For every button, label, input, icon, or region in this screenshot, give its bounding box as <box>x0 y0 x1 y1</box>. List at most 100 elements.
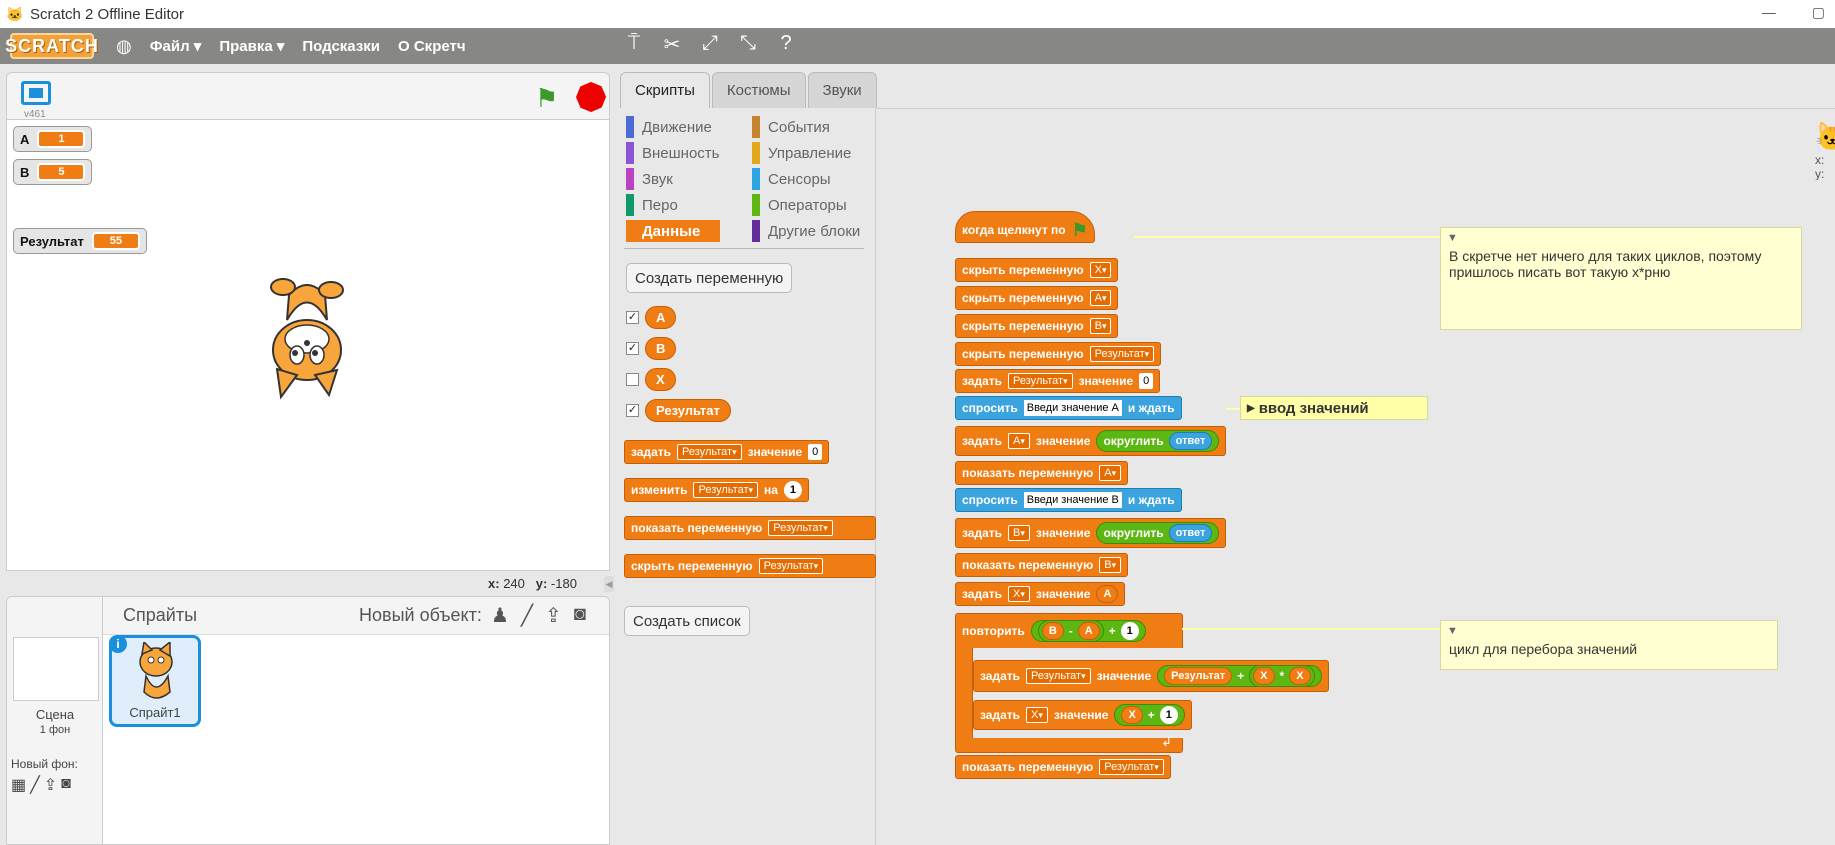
delete-scissors-icon[interactable]: ✂ <box>663 34 681 56</box>
variable-reporter[interactable]: X <box>1253 667 1275 685</box>
var-dropdown[interactable]: Результат <box>758 558 824 574</box>
palette-set-block[interactable]: задать Результат значение 0 <box>624 440 830 464</box>
grow-icon[interactable]: ⤢ <box>702 32 718 54</box>
var-dropdown[interactable]: Результат <box>1099 759 1164 775</box>
var-dropdown[interactable]: Результат <box>1026 668 1091 684</box>
round-operator[interactable]: округлить ответ <box>1096 430 1220 452</box>
when-flag-clicked-block[interactable]: когда щелкнут по ⚑ <box>955 211 1095 243</box>
value-input[interactable]: 1 <box>1120 622 1139 640</box>
paint-brush-icon[interactable]: ╱ <box>30 777 40 794</box>
variable-reporter[interactable]: Результат <box>1164 667 1233 685</box>
var-dropdown[interactable]: Результат <box>693 482 759 498</box>
question-input[interactable]: Введи значение A <box>1023 400 1122 416</box>
show-variable-block[interactable]: показать переменную A <box>955 461 1129 485</box>
var-reporter[interactable]: X <box>645 368 676 391</box>
category-control[interactable]: Управление <box>752 142 851 164</box>
green-flag-icon[interactable]: ⚑ <box>535 83 559 113</box>
value-input[interactable]: 1 <box>1159 706 1178 724</box>
value-input[interactable]: 1 <box>783 481 802 499</box>
var-dropdown[interactable]: X <box>1089 262 1112 278</box>
set-variable-block[interactable]: задать Результат значение Результат + X … <box>973 660 1329 692</box>
var-checkbox[interactable]: ✓ <box>626 342 639 355</box>
value-input[interactable]: 0 <box>1139 373 1154 389</box>
paint-brush-icon[interactable]: ╱ <box>520 605 533 627</box>
menu-edit[interactable]: Правка ▾ <box>219 38 285 55</box>
set-variable-block[interactable]: задать X значение A <box>955 582 1126 606</box>
category-events[interactable]: События <box>752 116 830 138</box>
monitor-b[interactable]: B 5 <box>13 159 93 185</box>
hide-variable-block[interactable]: скрыть переменную X <box>955 258 1119 282</box>
minimize-button[interactable]: — <box>1761 4 1776 20</box>
plus-operator[interactable]: X + 1 <box>1114 704 1185 726</box>
camera-icon[interactable]: ◙ <box>573 603 586 625</box>
hide-variable-block[interactable]: скрыть переменную Результат <box>955 342 1162 366</box>
var-dropdown[interactable]: A <box>1099 465 1122 481</box>
ask-and-wait-block[interactable]: спросить Введи значение A и ждать <box>955 396 1182 420</box>
category-data[interactable]: Данные <box>626 220 721 242</box>
upload-icon[interactable]: ⇪ <box>544 605 562 627</box>
show-variable-block[interactable]: показать переменную Результат <box>955 755 1171 779</box>
show-variable-block[interactable]: показать переменную B <box>955 553 1129 577</box>
make-variable-button[interactable]: Создать переменную <box>626 263 793 293</box>
collapse-arrow-icon[interactable]: ▼ <box>1447 232 1458 244</box>
var-reporter[interactable]: A <box>645 306 677 329</box>
duplicate-stamp-icon[interactable]: ⍑ <box>628 32 640 54</box>
var-dropdown[interactable]: B <box>1099 557 1122 573</box>
var-checkbox[interactable]: ✓ <box>626 311 639 324</box>
tab-sounds[interactable]: Звуки <box>807 72 877 108</box>
category-sound[interactable]: Звук <box>626 168 673 190</box>
make-list-button[interactable]: Создать список <box>624 606 750 636</box>
scratch-logo[interactable]: SCRATCH <box>5 33 98 59</box>
var-dropdown[interactable]: A <box>1008 433 1030 449</box>
var-dropdown[interactable]: Результат <box>1089 346 1155 362</box>
upload-icon[interactable]: ⇪ <box>43 777 58 794</box>
variable-reporter[interactable]: A <box>1096 585 1119 603</box>
help-icon[interactable]: ? <box>780 32 792 54</box>
var-dropdown[interactable]: B <box>1008 525 1030 541</box>
comment-note-cycles[interactable]: ▼ В скретче нет ничего для таких циклов,… <box>1440 227 1802 330</box>
value-input[interactable]: 0 <box>808 444 823 460</box>
cat-sprite[interactable] <box>247 265 367 405</box>
menu-tips[interactable]: Подсказки <box>302 37 381 55</box>
var-checkbox[interactable]: ✓ <box>626 404 639 417</box>
set-variable-block[interactable]: задать A значение округлить ответ <box>955 426 1227 456</box>
var-dropdown[interactable]: B <box>1089 318 1112 334</box>
category-motion[interactable]: Движение <box>626 116 712 138</box>
monitor-result[interactable]: Результат 55 <box>13 228 147 254</box>
restore-button[interactable]: ▢ <box>1811 4 1825 20</box>
category-operators[interactable]: Операторы <box>752 194 847 216</box>
var-dropdown[interactable]: Результат <box>1008 373 1073 389</box>
variable-reporter[interactable]: B <box>1041 622 1064 640</box>
menu-about[interactable]: О Скретч <box>398 37 466 55</box>
collapse-stage-icon[interactable]: ◀ <box>604 576 614 592</box>
info-icon[interactable]: i <box>109 635 127 653</box>
collapse-arrow-icon[interactable]: ▼ <box>1447 625 1458 637</box>
palette-change-block[interactable]: изменить Результат на 1 <box>624 478 809 502</box>
question-input[interactable]: Введи значение B <box>1023 492 1122 508</box>
var-checkbox[interactable] <box>626 373 639 386</box>
category-pen[interactable]: Перо <box>626 194 678 216</box>
comment-loop[interactable]: ▼ цикл для перебора значений <box>1440 620 1778 670</box>
presentation-mode-icon[interactable] <box>21 81 51 105</box>
minus-operator[interactable]: B - A <box>1037 620 1104 642</box>
palette-hide-block[interactable]: скрыть переменную Результат <box>624 554 876 578</box>
camera-icon[interactable]: ◙ <box>61 775 71 792</box>
var-dropdown[interactable]: Результат <box>677 444 742 460</box>
var-dropdown[interactable]: Результат <box>768 520 833 536</box>
var-dropdown[interactable]: X <box>1026 707 1048 723</box>
backdrop-library-icon[interactable]: ▦ <box>11 777 27 794</box>
category-more-blocks[interactable]: Другие блоки <box>752 220 860 242</box>
var-dropdown[interactable]: A <box>1089 290 1112 306</box>
multiply-operator[interactable]: X * X <box>1249 665 1315 687</box>
shrink-icon[interactable]: ⤡ <box>740 32 756 54</box>
variable-reporter[interactable]: X <box>1121 706 1143 724</box>
category-sensing[interactable]: Сенсоры <box>752 168 831 190</box>
comment-input-values[interactable]: ▶ ввод значений <box>1240 396 1428 420</box>
plus-operator[interactable]: B - A + 1 <box>1030 620 1146 642</box>
tab-scripts[interactable]: Скрипты <box>620 72 710 108</box>
set-variable-block[interactable]: задать Результат значение 0 <box>955 369 1161 393</box>
stage[interactable]: A 1 B 5 Результат 55 <box>6 119 610 571</box>
stop-icon[interactable] <box>573 79 609 115</box>
set-variable-block[interactable]: задать B значение округлить ответ <box>955 518 1227 548</box>
var-reporter[interactable]: Результат <box>645 399 731 422</box>
